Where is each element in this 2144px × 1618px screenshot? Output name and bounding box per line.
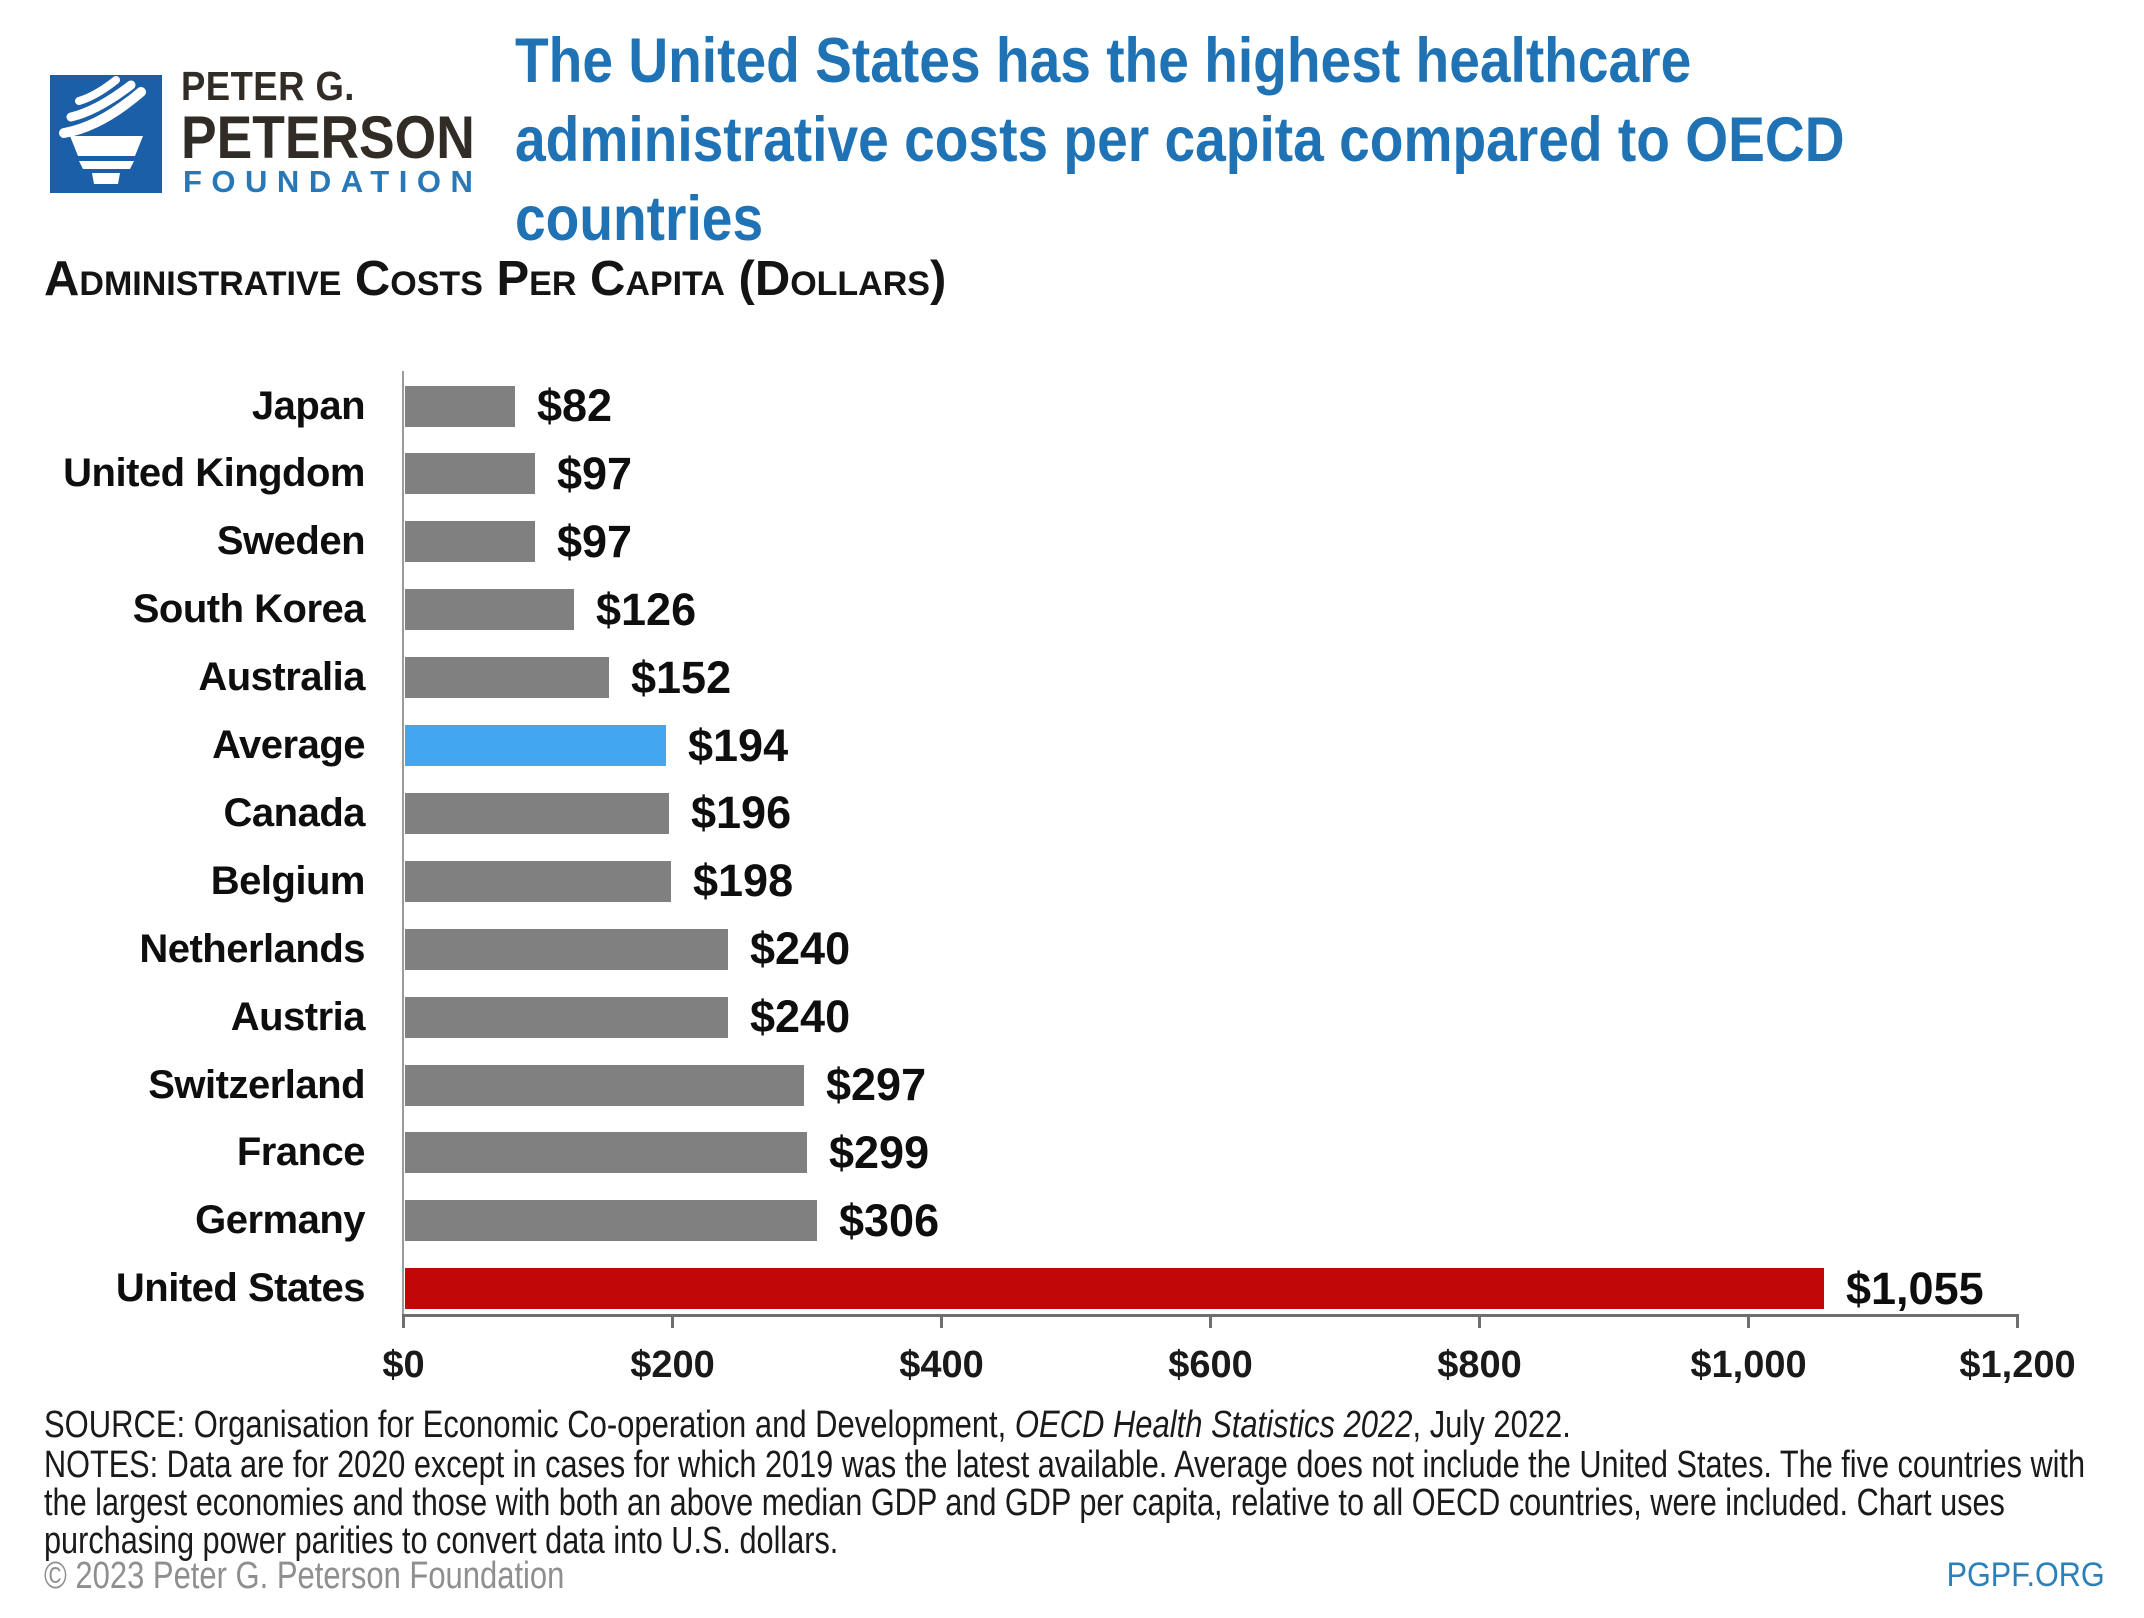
x-tick-1200	[2016, 1317, 2019, 1328]
x-tick-600	[1209, 1317, 1212, 1328]
category-label-japan: Japan	[251, 383, 366, 428]
category-label-united-states: United States	[115, 1266, 366, 1311]
x-tick-label-600: $600	[1168, 1344, 1253, 1386]
value-label-australia: $152	[631, 651, 732, 703]
x-axis-line	[402, 1314, 2019, 1317]
x-tick-200	[671, 1317, 674, 1328]
category-label-average: Average	[212, 723, 365, 767]
bar-united-states	[405, 1268, 1824, 1310]
x-tick-1000	[1747, 1317, 1750, 1328]
x-tick-label-200: $200	[630, 1344, 715, 1386]
bar-chart: Japan $82 United Kingdom $97 Sweden $97 South …	[0, 371, 2144, 1384]
bar-south-korea	[405, 589, 574, 631]
value-label-united-kingdom: $97	[557, 447, 633, 499]
x-tick-label-400: $400	[899, 1344, 984, 1386]
logo-text-peter-g: PETER G.	[181, 63, 355, 109]
category-label-france: France	[236, 1130, 366, 1175]
x-tick-0	[402, 1317, 405, 1328]
chart-title: The United States has the highest health…	[515, 26, 1845, 254]
category-label-netherlands: Netherlands	[139, 926, 365, 971]
bar-australia	[405, 657, 609, 699]
bar-average	[405, 725, 666, 766]
category-label-austria: Austria	[230, 994, 366, 1039]
bar-austria	[405, 996, 728, 1038]
bar-japan	[405, 385, 515, 427]
copyright-text: © 2023 Peter G. Peterson Foundation	[44, 1555, 565, 1597]
category-label-sweden: Sweden	[216, 519, 366, 564]
value-label-france: $299	[829, 1126, 930, 1178]
value-label-switzerland: $297	[826, 1059, 927, 1110]
value-label-sweden: $97	[557, 515, 633, 567]
value-label-netherlands: $240	[750, 923, 851, 975]
value-label-united-states: $1,055	[1846, 1262, 1984, 1314]
source-note: SOURCE: Organisation for Economic Co-ope…	[44, 1406, 1571, 1444]
torch-icon	[59, 76, 146, 184]
y-axis-line	[402, 371, 404, 1316]
category-label-united-kingdom: United Kingdom	[63, 451, 365, 496]
notes-text: NOTES: Data are for 2020 except in cases…	[44, 1444, 2086, 1562]
source-italic: OECD Health Statistics 2022	[1014, 1404, 1413, 1446]
bar-belgium	[405, 860, 671, 902]
value-label-belgium: $198	[693, 855, 794, 907]
category-label-belgium: Belgium	[210, 858, 366, 903]
bar-france	[405, 1132, 807, 1174]
bar-netherlands	[405, 928, 728, 970]
value-label-japan: $82	[537, 380, 613, 431]
bar-germany	[405, 1200, 817, 1242]
bar-sweden	[405, 521, 535, 563]
x-tick-label-1200: $1,200	[1959, 1344, 2076, 1386]
x-tick-label-0: $0	[382, 1344, 425, 1386]
axis-section-header: Administrative Costs Per Capita (Dollars…	[44, 252, 947, 306]
source-suffix: , July 2022.	[1412, 1404, 1571, 1446]
category-label-australia: Australia	[198, 655, 365, 700]
source-prefix: SOURCE: Organisation for Economic Co-ope…	[44, 1404, 1015, 1446]
category-label-south-korea: South Korea	[132, 587, 366, 632]
value-label-canada: $196	[691, 787, 792, 839]
bar-united-kingdom	[405, 453, 535, 495]
value-label-austria: $240	[750, 991, 851, 1043]
pgpf-logo	[50, 75, 162, 193]
value-label-south-korea: $126	[596, 583, 697, 635]
category-label-canada: Canada	[223, 790, 366, 835]
category-label-germany: Germany	[195, 1198, 365, 1243]
x-tick-800	[1478, 1317, 1481, 1328]
value-label-average: $194	[688, 719, 789, 771]
logo-text-foundation: FOUNDATION	[183, 164, 483, 199]
x-tick-label-800: $800	[1437, 1344, 1522, 1386]
value-label-germany: $306	[839, 1194, 940, 1246]
x-tick-label-1000: $1,000	[1690, 1344, 1807, 1386]
logo-text-peterson: PETERSON	[181, 104, 475, 171]
bar-canada	[405, 792, 669, 834]
category-label-switzerland: Switzerland	[148, 1062, 365, 1107]
x-tick-400	[940, 1317, 943, 1328]
pgpf-org-link: PGPF.ORG	[1946, 1556, 2105, 1594]
bar-switzerland	[405, 1064, 804, 1106]
